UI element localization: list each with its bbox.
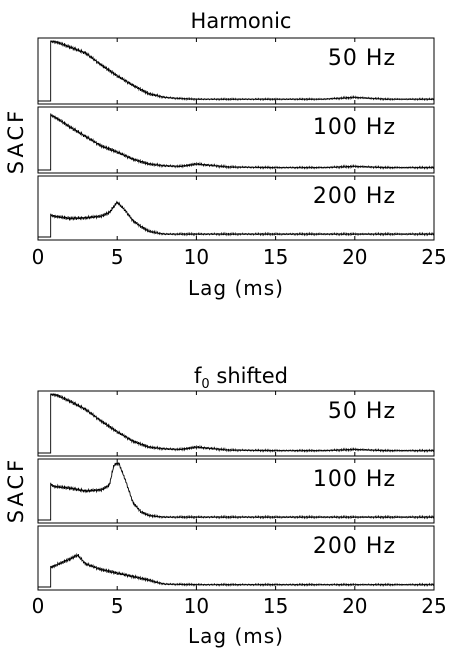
- sacf-line: [38, 200, 435, 238]
- x-tick-label: 5: [111, 245, 124, 269]
- x-axis-label: Lag (ms): [188, 624, 284, 648]
- frequency-label: 50 Hz: [328, 399, 396, 424]
- frequency-label: 50 Hz: [328, 46, 396, 71]
- sacf-line: [38, 461, 435, 521]
- panel-frame: [37, 37, 435, 105]
- x-tick-label: 10: [184, 245, 209, 269]
- chart-title: Harmonic: [191, 9, 292, 33]
- chart-title: f0 shifted: [194, 364, 288, 392]
- x-tick-label: 25: [421, 245, 446, 269]
- frequency-label: 200 Hz: [313, 534, 396, 559]
- x-tick-label: 10: [184, 594, 209, 618]
- x-tick-label: 20: [342, 245, 367, 269]
- sacf-line: [38, 40, 435, 102]
- sacf-line: [38, 113, 435, 171]
- panel-frame: [37, 390, 435, 457]
- frequency-label: 100 Hz: [313, 115, 396, 140]
- panel-frame: [37, 175, 435, 241]
- y-axis-label: SACF: [4, 457, 28, 523]
- panel-frame: [37, 458, 435, 524]
- x-tick-label: 15: [263, 245, 288, 269]
- x-tick-label: 15: [263, 594, 288, 618]
- panel-frame: [37, 106, 435, 174]
- x-tick-label: 25: [421, 594, 446, 618]
- frequency-label: 200 Hz: [313, 184, 396, 209]
- x-tick-label: 0: [32, 594, 45, 618]
- x-tick-label: 5: [111, 594, 124, 618]
- x-axis-label: Lag (ms): [188, 276, 284, 300]
- y-axis-label: SACF: [4, 108, 28, 174]
- sacf-line: [38, 393, 435, 454]
- panel-frame: [37, 525, 435, 591]
- sacf-line: [38, 552, 435, 588]
- x-tick-label: 0: [32, 245, 45, 269]
- frequency-label: 100 Hz: [313, 467, 396, 492]
- x-tick-label: 20: [342, 594, 367, 618]
